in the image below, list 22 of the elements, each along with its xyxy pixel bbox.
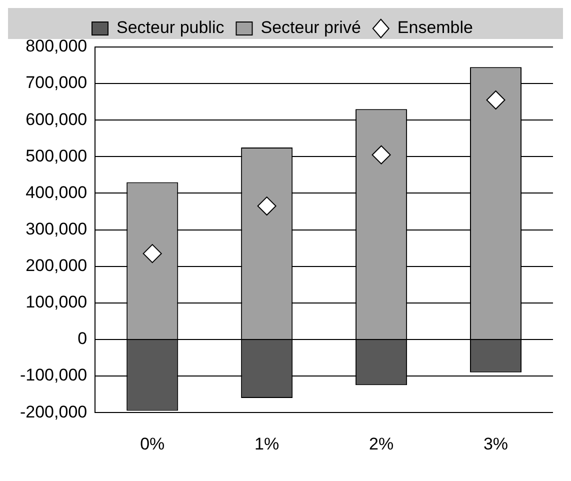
- y-tick-label: 0: [78, 329, 88, 348]
- y-tick-label: 200,000: [26, 256, 88, 276]
- y-tick-label: 400,000: [26, 182, 88, 202]
- y-tick-label: 100,000: [26, 292, 88, 312]
- legend-label: Secteur public: [116, 18, 225, 38]
- x-tick-label: 1%: [254, 434, 280, 454]
- x-tick-label: 2%: [369, 434, 394, 454]
- y-tick-label: -200,000: [20, 402, 88, 422]
- point: [257, 196, 276, 216]
- x-tick-label: 3%: [483, 434, 508, 454]
- y-tick-label: 700,000: [26, 73, 88, 92]
- legend-label: Secteur privé: [260, 18, 361, 38]
- y-tick-label: 500,000: [26, 146, 88, 166]
- y-tick-label: 600,000: [26, 110, 88, 129]
- legend-label: Ensemble: [397, 18, 474, 38]
- point: [486, 90, 506, 110]
- x-tick-label: 0%: [140, 434, 165, 454]
- y-tick-label: 800,000: [26, 36, 88, 56]
- y-tick-label: -100,000: [20, 366, 88, 385]
- point: [142, 244, 162, 264]
- point: [372, 145, 391, 164]
- y-tick-label: 300,000: [26, 219, 88, 238]
